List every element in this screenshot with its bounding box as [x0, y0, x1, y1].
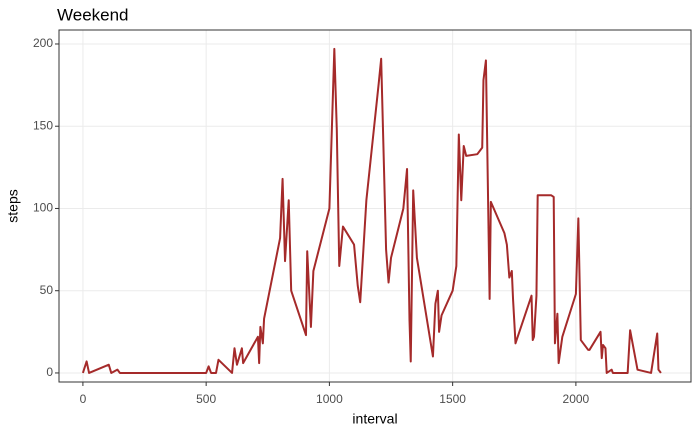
chart-title: Weekend — [57, 5, 129, 24]
x-tick-label: 500 — [196, 392, 216, 406]
x-tick-label: 1000 — [316, 392, 343, 406]
y-tick-label: 50 — [40, 283, 54, 297]
x-axis-title: interval — [352, 411, 397, 427]
y-tick-label: 100 — [33, 201, 53, 215]
y-tick-label: 150 — [33, 118, 53, 132]
y-tick-label: 200 — [33, 36, 53, 50]
x-tick-label: 0 — [80, 392, 87, 406]
x-tick-label: 2000 — [563, 392, 590, 406]
x-tick-label: 1500 — [439, 392, 466, 406]
panel-border — [58, 29, 692, 383]
data-line — [81, 47, 662, 374]
y-axis-title: steps — [5, 189, 21, 222]
y-tick-label: 0 — [46, 365, 53, 379]
